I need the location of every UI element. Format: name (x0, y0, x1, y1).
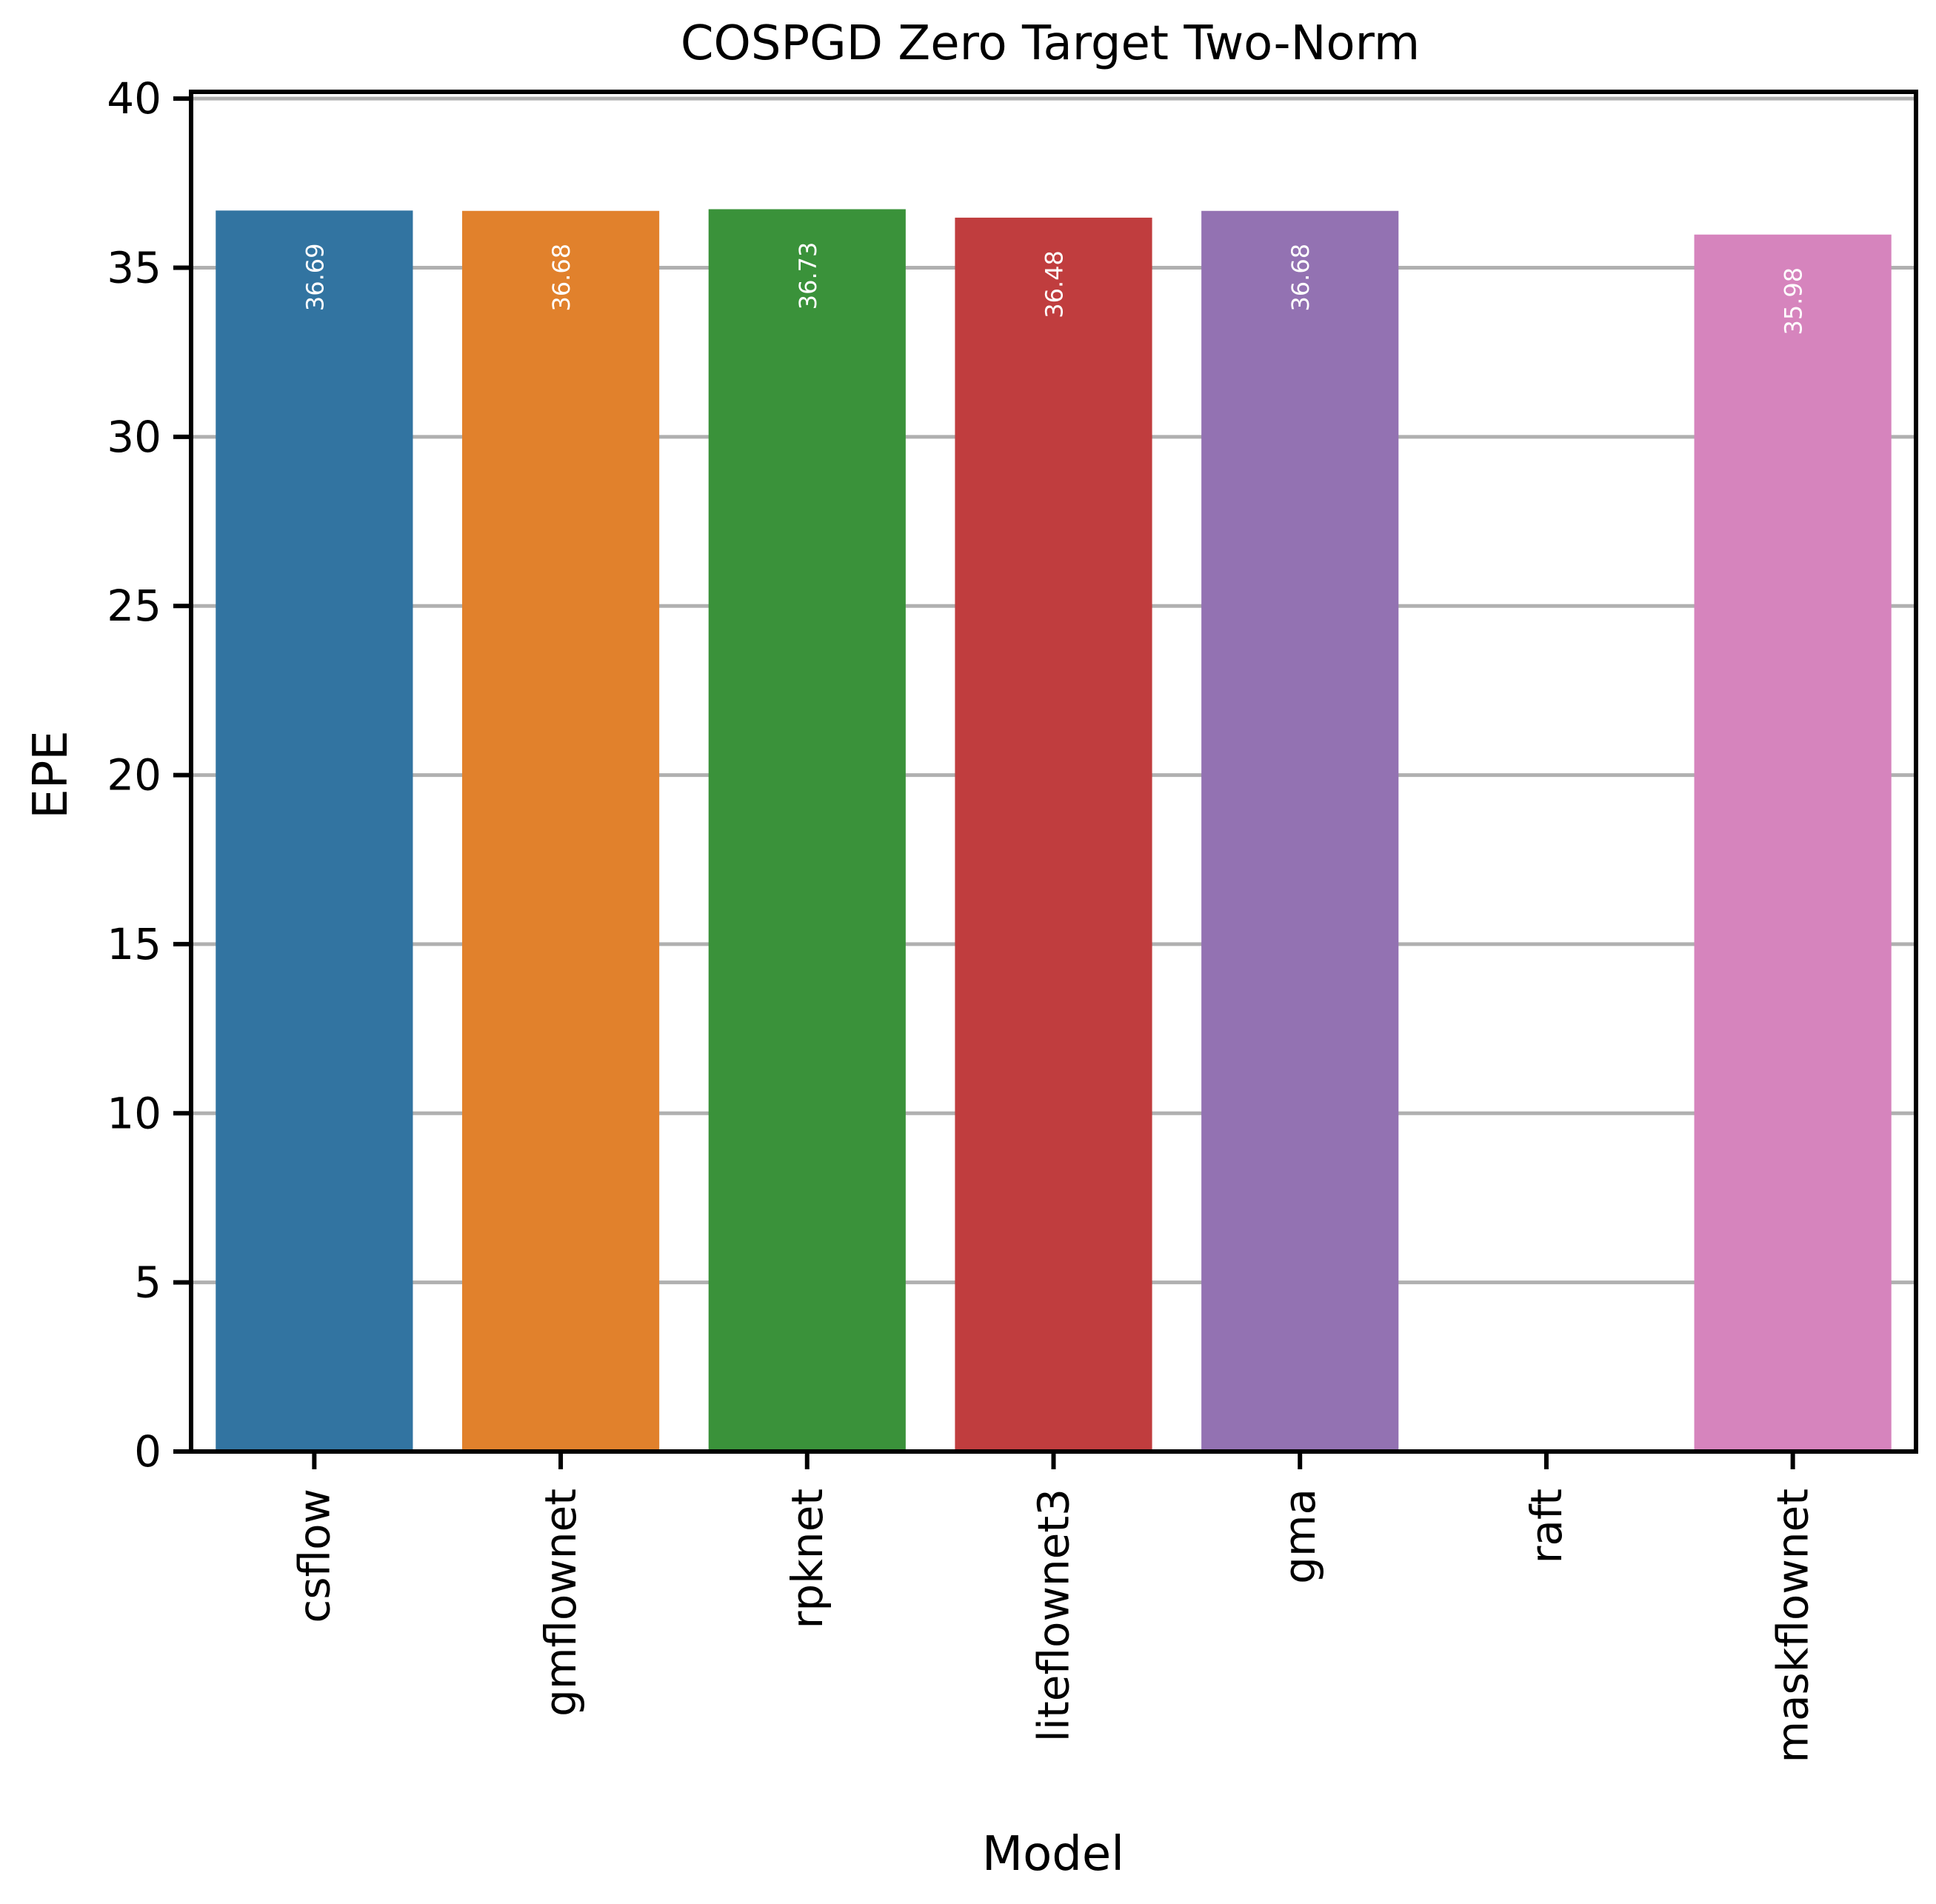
data-labels: 36.69 36.68 36.73 36.48 36.68 35.98 (301, 242, 1807, 335)
bar-rpknet (708, 209, 906, 1452)
x-tick-label-csflow: csflow (289, 1489, 339, 1623)
data-label-rpknet: 36.73 (794, 242, 822, 310)
x-tick-label-raft: raft (1521, 1489, 1572, 1564)
y-axis-ticks: 0 5 10 15 20 25 30 35 40 (107, 73, 191, 1477)
y-tick-label: 0 (134, 1426, 161, 1477)
y-tick-label: 30 (107, 412, 161, 462)
bar-gma (1201, 210, 1399, 1452)
x-tick-label-maskflownet: maskflownet (1768, 1489, 1818, 1763)
bar-csflow (216, 210, 413, 1452)
bar-gmflownet (461, 210, 660, 1452)
bars (216, 209, 1892, 1452)
y-tick-label: 35 (107, 242, 161, 293)
y-tick-label: 15 (107, 919, 161, 969)
data-label-liteflownet3: 36.48 (1041, 250, 1069, 318)
y-tick-label: 25 (107, 581, 161, 631)
bar-maskflownet (1694, 234, 1892, 1452)
data-label-gma: 36.68 (1286, 244, 1315, 312)
bar-liteflownet3 (955, 217, 1152, 1452)
y-tick-label: 5 (134, 1257, 161, 1308)
x-tick-label-rpknet: rpknet (782, 1489, 832, 1629)
y-axis-label: EPE (24, 730, 79, 818)
x-axis-ticks: csflow gmflownet rpknet liteflownet3 gma raft… (289, 1452, 1818, 1763)
data-label-gmflownet: 36.68 (547, 244, 575, 312)
y-tick-label: 10 (107, 1088, 161, 1138)
x-tick-label-gma: gma (1275, 1489, 1325, 1584)
data-label-maskflownet: 35.98 (1780, 267, 1808, 335)
y-tick-label: 40 (107, 73, 161, 124)
y-tick-label: 20 (107, 750, 161, 801)
x-tick-label-gmflownet: gmflownet (535, 1489, 586, 1717)
chart-title: COSPGD Zero Target Two-Norm (681, 16, 1420, 71)
x-axis-label: Model (982, 1827, 1124, 1882)
data-label-csflow: 36.69 (301, 244, 329, 312)
x-tick-label-liteflownet3: liteflownet3 (1029, 1489, 1079, 1742)
